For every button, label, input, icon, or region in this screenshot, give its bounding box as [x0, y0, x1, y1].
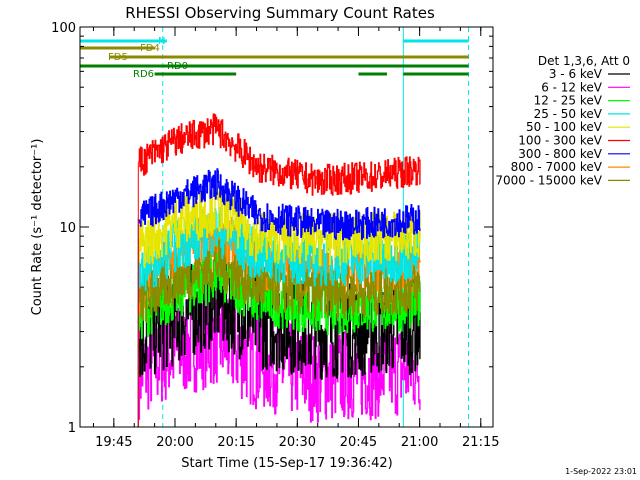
legend-label-2: 12 - 25 keV [534, 94, 603, 108]
x-tick-label-2: 20:15 [217, 435, 254, 450]
y-tick-label-0: 1 [68, 421, 76, 436]
x-axis-label: Start Time (15-Sep-17 19:36:42) [181, 456, 392, 471]
legend-label-7: 800 - 7000 keV [511, 160, 603, 174]
flag-label-rd0: RD0 [167, 61, 188, 72]
flag-label-fd4: FD4 [140, 43, 160, 54]
tick-layer: 19:45 20:00 20:15 20:30 20:45 21:00 21:15 1 10 10… [51, 21, 499, 450]
series-trace-6 [138, 168, 421, 241]
flag-label-rd6: RD6 [133, 69, 154, 80]
x-tick-label-4: 20:45 [340, 435, 377, 450]
series-trace-0 [138, 250, 421, 380]
legend-label-0: 3 - 6 keV [549, 67, 603, 81]
chart-title: RHESSI Observing Summary Count Rates [125, 4, 435, 22]
x-tick-label-6: 21:15 [462, 435, 499, 450]
x-tick-label-0: 19:45 [95, 435, 132, 450]
legend-label-3: 25 - 50 keV [534, 107, 603, 121]
flag-label-fd5: FD5 [108, 52, 128, 63]
legend-label-5: 100 - 300 keV [518, 134, 602, 148]
x-tick-label-3: 20:30 [279, 435, 316, 450]
legend-label-4: 50 - 100 keV [526, 120, 603, 134]
flag-label-n: N [158, 36, 165, 47]
legend-label-8: 7000 - 15000 keV [495, 173, 602, 187]
y-tick-label-2: 100 [51, 21, 76, 36]
series-layer [137, 113, 421, 427]
timestamp: 1-Sep-2022 23:01 [565, 467, 637, 476]
legend-header: Det 1,3,6, Att 0 [538, 54, 630, 68]
series-trace-5 [138, 113, 421, 196]
legend-label-6: 300 - 800 keV [518, 147, 602, 161]
x-tick-label-1: 20:00 [156, 435, 193, 450]
y-tick-label-1: 10 [59, 221, 76, 236]
legend-label-1: 6 - 12 keV [541, 80, 603, 94]
y-axis-label: Count Rate (s⁻¹ detector⁻¹) [30, 139, 45, 316]
series-trace-4 [138, 184, 421, 269]
x-tick-label-5: 21:00 [401, 435, 438, 450]
